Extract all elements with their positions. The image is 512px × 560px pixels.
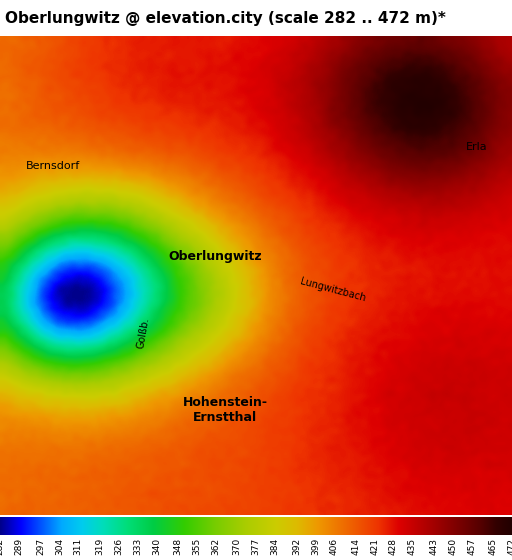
Text: 289: 289 — [14, 538, 24, 555]
Text: Oberlungwitz: Oberlungwitz — [168, 250, 262, 263]
Text: 282: 282 — [0, 538, 5, 554]
Text: 370: 370 — [232, 538, 242, 555]
Text: Lungwitzbach: Lungwitzbach — [299, 277, 367, 304]
Text: Bernsdorf: Bernsdorf — [26, 161, 80, 171]
Text: 399: 399 — [311, 538, 320, 555]
Text: 355: 355 — [192, 538, 201, 555]
Text: 326: 326 — [114, 538, 123, 555]
Text: 457: 457 — [467, 538, 476, 555]
Text: 340: 340 — [152, 538, 161, 555]
Text: 392: 392 — [292, 538, 301, 555]
Text: 362: 362 — [211, 538, 220, 555]
Text: 450: 450 — [448, 538, 457, 555]
Text: 435: 435 — [408, 538, 417, 555]
Text: 311: 311 — [74, 538, 82, 555]
Text: Erla: Erla — [466, 142, 487, 152]
Text: 472: 472 — [507, 538, 512, 554]
Text: Hohenstein-
Ernstthal: Hohenstein- Ernstthal — [183, 396, 268, 424]
Text: 384: 384 — [270, 538, 280, 555]
Text: 377: 377 — [251, 538, 261, 555]
Text: 465: 465 — [488, 538, 498, 555]
Text: 304: 304 — [55, 538, 64, 555]
Text: Oberlungwitz @ elevation.city (scale 282 .. 472 m)*: Oberlungwitz @ elevation.city (scale 282… — [5, 11, 446, 26]
Text: 297: 297 — [36, 538, 45, 555]
Text: 406: 406 — [330, 538, 338, 555]
Text: Golßb.: Golßb. — [136, 317, 151, 349]
Text: 348: 348 — [174, 538, 182, 555]
Text: 333: 333 — [133, 538, 142, 555]
Text: 319: 319 — [95, 538, 104, 555]
Text: 421: 421 — [370, 538, 379, 554]
Text: 414: 414 — [351, 538, 360, 554]
Text: 428: 428 — [389, 538, 398, 554]
Text: 443: 443 — [430, 538, 438, 554]
